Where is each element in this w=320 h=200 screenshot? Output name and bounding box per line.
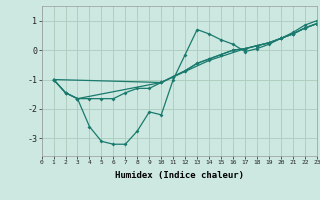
X-axis label: Humidex (Indice chaleur): Humidex (Indice chaleur) bbox=[115, 171, 244, 180]
